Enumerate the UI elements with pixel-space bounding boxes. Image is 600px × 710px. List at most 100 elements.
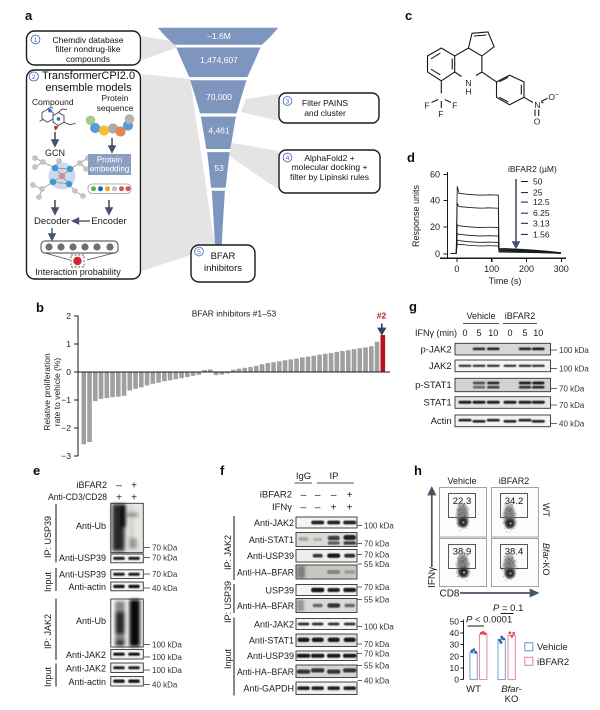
svg-text:3: 3 xyxy=(286,99,290,106)
svg-text:+: + xyxy=(347,490,353,501)
svg-text:100 kDa: 100 kDa xyxy=(152,666,182,675)
svg-text:10: 10 xyxy=(488,328,498,338)
svg-text:10: 10 xyxy=(450,663,460,673)
svg-text:–: – xyxy=(315,503,321,514)
svg-text:iBFAR2: iBFAR2 xyxy=(537,657,569,668)
svg-text:0: 0 xyxy=(435,249,440,259)
svg-text:12.5: 12.5 xyxy=(533,197,550,207)
svg-text:200: 200 xyxy=(519,264,534,274)
svg-text:5: 5 xyxy=(476,328,481,338)
svg-text:70 kDa: 70 kDa xyxy=(364,551,390,560)
svg-text:40: 40 xyxy=(430,196,440,206)
svg-text:Vehicle: Vehicle xyxy=(537,642,568,653)
svg-text:Anti-USP39: Anti-USP39 xyxy=(59,570,106,580)
svg-text:70 kDa: 70 kDa xyxy=(152,570,178,579)
svg-text:Anti-JAK2: Anti-JAK2 xyxy=(66,664,106,674)
svg-text:Anti-USP39: Anti-USP39 xyxy=(59,553,106,563)
svg-text:0: 0 xyxy=(454,675,459,685)
svg-text:38.4: 38.4 xyxy=(505,547,524,558)
svg-text:20: 20 xyxy=(450,651,460,661)
svg-text:N: N xyxy=(465,78,471,88)
svg-text:300: 300 xyxy=(554,264,569,274)
svg-text:Actin: Actin xyxy=(431,416,452,427)
svg-text:Anti-Ub: Anti-Ub xyxy=(76,616,106,626)
svg-text:25: 25 xyxy=(533,188,543,198)
svg-text:Anti-HA–BFAR: Anti-HA–BFAR xyxy=(237,601,294,611)
svg-text:100 kDa: 100 kDa xyxy=(559,346,589,355)
svg-text:Anti-HA–BFAR: Anti-HA–BFAR xyxy=(237,667,294,677)
svg-text:GCN: GCN xyxy=(45,148,65,158)
svg-text:p-STAT1: p-STAT1 xyxy=(415,380,452,391)
svg-text:+: + xyxy=(347,503,353,514)
svg-text:–: – xyxy=(116,481,122,492)
svg-text:embedding: embedding xyxy=(90,165,130,174)
svg-text:70 kDa: 70 kDa xyxy=(364,650,390,659)
svg-text:30: 30 xyxy=(450,640,460,650)
svg-text:70 kDa: 70 kDa xyxy=(364,640,390,649)
svg-text:–: – xyxy=(331,490,337,501)
svg-text:1: 1 xyxy=(66,339,71,349)
svg-text:100: 100 xyxy=(484,264,499,274)
svg-text:KO: KO xyxy=(505,694,519,705)
svg-text:O: O xyxy=(548,92,555,102)
svg-text:iBFAR2: iBFAR2 xyxy=(260,490,292,501)
svg-text:O: O xyxy=(534,116,541,126)
svg-text:F: F xyxy=(424,101,429,111)
svg-text:–: – xyxy=(315,490,321,501)
svg-text:100 kDa: 100 kDa xyxy=(152,641,182,650)
svg-text:1.56: 1.56 xyxy=(533,229,550,239)
svg-text:Bfar-: Bfar- xyxy=(501,684,522,695)
svg-text:1: 1 xyxy=(34,37,38,44)
svg-text:−2: −2 xyxy=(61,423,71,433)
svg-text:Anti-STAT1: Anti-STAT1 xyxy=(249,636,294,646)
svg-text:Anti-GAPDH: Anti-GAPDH xyxy=(243,684,294,694)
svg-text:Time (s): Time (s) xyxy=(489,276,522,286)
svg-text:40 kDa: 40 kDa xyxy=(559,420,585,429)
svg-text:USP39: USP39 xyxy=(265,586,294,596)
svg-text:Anti-actin: Anti-actin xyxy=(68,582,106,592)
svg-text:Interaction probability: Interaction probability xyxy=(35,267,121,277)
svg-text:–1.6M: –1.6M xyxy=(207,31,231,41)
svg-text:CD8: CD8 xyxy=(439,589,459,600)
svg-text:−3: −3 xyxy=(61,451,71,461)
svg-text:Anti-Ub: Anti-Ub xyxy=(76,521,106,531)
svg-text:Vehicle: Vehicle xyxy=(447,476,476,486)
svg-text:#2: #2 xyxy=(377,311,387,321)
svg-text:P = 0.1: P = 0.1 xyxy=(493,603,523,614)
svg-text:6.25: 6.25 xyxy=(533,208,550,218)
svg-text:iBFAR2: iBFAR2 xyxy=(499,476,530,486)
svg-text:0: 0 xyxy=(454,264,459,274)
svg-text:Anti-USP39: Anti-USP39 xyxy=(247,551,294,561)
svg-text:70 kDa: 70 kDa xyxy=(152,544,178,553)
svg-text:5: 5 xyxy=(197,249,201,256)
svg-text:p-JAK2: p-JAK2 xyxy=(421,345,452,356)
svg-text:IFNγ: IFNγ xyxy=(272,502,292,513)
svg-text:Anti-actin: Anti-actin xyxy=(68,677,106,687)
svg-text:BFAR inhibitors #1–53: BFAR inhibitors #1–53 xyxy=(192,309,277,319)
svg-text:1,474,607: 1,474,607 xyxy=(200,55,238,65)
svg-text:50: 50 xyxy=(450,617,460,627)
svg-text:34.2: 34.2 xyxy=(505,496,524,507)
svg-text:+: + xyxy=(331,503,337,514)
svg-text:0: 0 xyxy=(507,328,512,338)
svg-text:+: + xyxy=(541,101,545,107)
svg-text:100 kDa: 100 kDa xyxy=(364,623,394,632)
svg-text:STAT1: STAT1 xyxy=(424,398,452,409)
svg-text:+: + xyxy=(131,493,137,504)
svg-text:Anti-CD3/CD28: Anti-CD3/CD28 xyxy=(48,492,107,502)
svg-text:Protein: Protein xyxy=(97,156,122,165)
svg-text:−1: −1 xyxy=(61,395,71,405)
svg-text:40: 40 xyxy=(450,628,460,638)
svg-text:20: 20 xyxy=(430,222,440,232)
svg-text:Vehicle: Vehicle xyxy=(466,311,495,321)
svg-text:IgG: IgG xyxy=(296,471,311,482)
svg-text:55 kDa: 55 kDa xyxy=(364,596,390,605)
svg-text:Anti-JAK2: Anti-JAK2 xyxy=(66,650,106,660)
svg-text:iBFAR2: iBFAR2 xyxy=(505,311,536,321)
svg-text:F: F xyxy=(452,101,457,111)
svg-text:70 kDa: 70 kDa xyxy=(559,401,585,410)
svg-text:Anti-USP39: Anti-USP39 xyxy=(247,651,294,661)
svg-text:70 kDa: 70 kDa xyxy=(364,583,390,592)
svg-text:70 kDa: 70 kDa xyxy=(559,385,585,394)
svg-text:–: – xyxy=(301,490,307,501)
